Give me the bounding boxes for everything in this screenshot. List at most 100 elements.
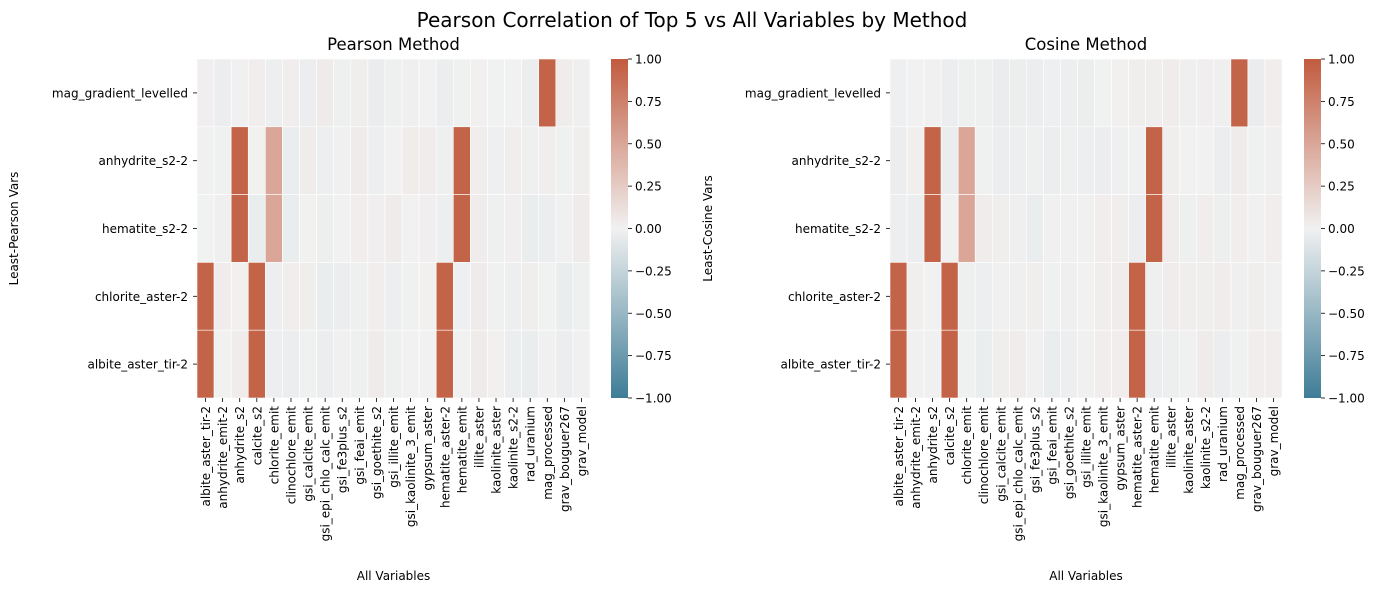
heatmap-cell <box>367 194 386 263</box>
heatmap-cell <box>889 262 908 331</box>
heatmap-cell <box>1077 329 1095 399</box>
heatmap-cell <box>299 262 317 331</box>
heatmap-cell <box>538 194 557 263</box>
heatmap-cell <box>957 126 976 195</box>
heatmap-cell <box>1179 58 1198 128</box>
heatmap-cell <box>504 262 522 331</box>
heatmap-cell <box>196 194 215 263</box>
x-tick-label: illite_aster <box>1165 406 1179 468</box>
x-tick-label: gsi_feai_emit <box>353 406 367 485</box>
heatmap-cell <box>316 329 334 399</box>
heatmap-cell <box>572 126 591 195</box>
heatmap-cell <box>1247 262 1266 331</box>
heatmap-cell <box>889 58 908 128</box>
x-tick-label: gsi_kaolinite_3_emit <box>1097 406 1111 527</box>
x-tick-label: gsi_feai_emit <box>1045 406 1059 485</box>
heatmap-cell <box>1179 126 1198 195</box>
x-tick-label: anhydrite_emit-2 <box>216 406 230 509</box>
x-tick-label: gsi_illite_emit <box>387 406 401 488</box>
heatmap-cell <box>572 194 591 263</box>
heatmap-cell <box>384 194 403 263</box>
heatmap-cell <box>1264 126 1283 195</box>
heatmap-cell <box>418 194 437 263</box>
heatmap-cell <box>282 262 300 331</box>
heatmap-cell <box>1162 58 1181 128</box>
x-tick-label: albite_aster_tir-2 <box>892 406 906 507</box>
heatmap-cell <box>1196 194 1215 263</box>
heatmap-cell <box>1128 329 1146 399</box>
heatmap-cell <box>1060 194 1078 263</box>
x-tick-label: grav_bouguer267 <box>1250 406 1264 512</box>
x-tick-label: calcite_s2 <box>943 406 957 465</box>
x-tick-label: grav_model <box>1267 406 1281 476</box>
heatmap-cell <box>316 58 334 128</box>
heatmap-cell <box>906 58 925 128</box>
heatmap-cell <box>555 58 574 128</box>
x-tick-label: kaolinite_aster <box>1182 406 1196 494</box>
heatmap-cell <box>572 58 591 128</box>
heatmap-cell <box>265 329 283 399</box>
heatmap-cell <box>1230 126 1249 195</box>
heatmap-cell <box>889 194 908 263</box>
heatmap-cell <box>1111 329 1129 399</box>
heatmap-cell <box>940 58 959 128</box>
colorbar-tick-label: −0.25 <box>1328 264 1365 278</box>
y-tick-label: hematite_s2-2 <box>795 222 881 236</box>
heatmap-cell <box>538 262 557 331</box>
heatmap-cell <box>1145 126 1163 195</box>
colorbar-tick-label: −0.50 <box>1328 307 1365 321</box>
heatmap-cell <box>247 329 266 399</box>
x-tick-label: gsi_epi_chlo_calc_emit <box>319 406 333 542</box>
heatmap-cell <box>889 126 908 195</box>
heatmap-cell <box>316 194 334 263</box>
heatmap-cell <box>1230 58 1249 128</box>
heatmap-cell <box>401 194 420 263</box>
x-axis-label: All Variables <box>1049 569 1123 583</box>
colorbar <box>1304 59 1321 398</box>
heatmap-cell <box>1162 194 1181 263</box>
heatmap-cell <box>333 126 352 195</box>
colorbar <box>611 59 628 398</box>
heatmap-panel-1: Pearson Method mag_gradient_levelledanhyd… <box>7 35 672 583</box>
heatmap-cell <box>521 262 540 331</box>
heatmap-cell <box>957 194 976 263</box>
y-tick-label: anhydrite_s2-2 <box>99 154 189 168</box>
heatmap-cell <box>1111 126 1129 195</box>
heatmap-cell <box>1043 126 1061 195</box>
heatmap-cell <box>316 262 334 331</box>
heatmap-cell <box>213 262 232 331</box>
colorbar-tick-label: 0.25 <box>1328 180 1355 194</box>
heatmap-cell <box>213 329 232 399</box>
heatmap-cell <box>452 329 471 399</box>
heatmap-cell <box>1247 329 1266 399</box>
heatmap-cell <box>1077 126 1095 195</box>
heatmap-cell <box>1094 126 1112 195</box>
heatmap-cell <box>435 194 454 263</box>
x-tick-label: kaolinite_s2-2 <box>1199 406 1213 489</box>
heatmap-cell <box>435 262 454 331</box>
x-tick-label: albite_aster_tir-2 <box>199 406 213 507</box>
heatmap-cell <box>1264 329 1283 399</box>
heatmap-cell <box>487 329 505 399</box>
heatmap-cell <box>1128 58 1146 128</box>
x-tick-label: kaolinite_s2-2 <box>507 406 521 489</box>
x-tick-label: anhydrite_s2 <box>233 406 247 484</box>
heatmap-cell <box>1213 262 1232 331</box>
heatmap-cell <box>418 262 437 331</box>
heatmap-panel-2: Cosine Method mag_gradient_levelledanhydr… <box>701 35 1365 583</box>
colorbar-tick-label: −0.75 <box>635 349 672 363</box>
heatmap-cell <box>487 58 505 128</box>
y-tick-label: albite_aster_tir-2 <box>87 358 188 372</box>
heatmap-cell <box>974 262 993 331</box>
heatmap-cell <box>316 126 334 195</box>
heatmap-cell <box>1128 194 1146 263</box>
heatmap-cell <box>1111 58 1129 128</box>
heatmap-cell <box>282 194 300 263</box>
y-tick-label: anhydrite_s2-2 <box>792 154 882 168</box>
heatmap-cell <box>1060 58 1078 128</box>
heatmap-cell <box>1264 262 1283 331</box>
colorbar-tick-label: 0.00 <box>1328 222 1355 236</box>
heatmap-cell <box>333 194 352 263</box>
heatmap-cell <box>974 58 993 128</box>
